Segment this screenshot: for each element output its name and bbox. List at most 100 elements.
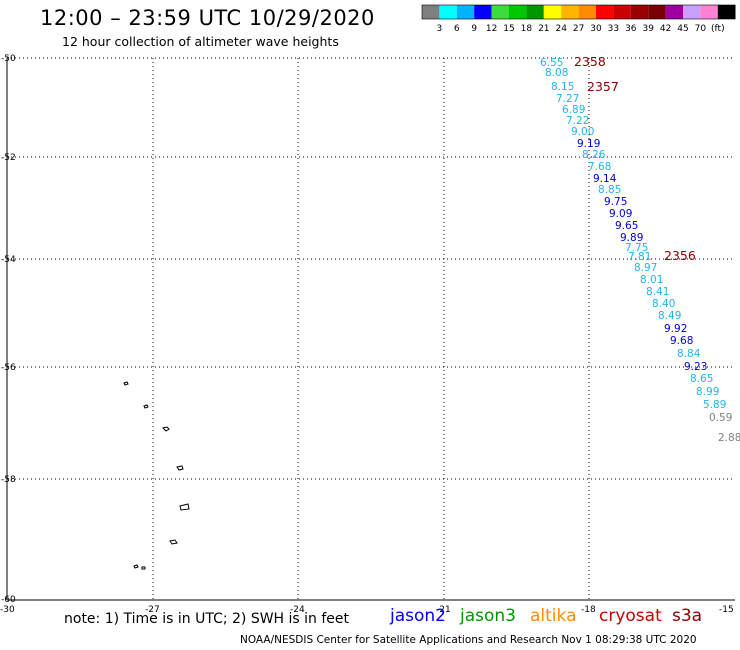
color-scale-label: 36: [625, 24, 637, 34]
color-scale-label: 42: [660, 24, 671, 34]
color-scale-label: 39: [642, 24, 654, 34]
lon-label: -24: [290, 605, 305, 615]
wave-height-label: 9.14: [593, 173, 617, 185]
color-scale-label: 45: [677, 24, 688, 34]
wave-height-label: 9.19: [577, 138, 600, 150]
lon-label: -18: [581, 605, 596, 615]
color-scale-label: 33: [608, 24, 619, 34]
wave-height-label: 7.68: [588, 161, 611, 173]
track-time-label: 2356: [664, 248, 696, 263]
color-scale-swatch: [561, 5, 579, 19]
island-outline: [141, 566, 146, 570]
footer-credit: NOAA/NESDIS Center for Satellite Applica…: [240, 634, 697, 646]
satellite-legend-altika: altika: [530, 606, 577, 626]
color-scale-label: 9: [471, 24, 477, 34]
wave-height-label: 9.23: [684, 361, 707, 373]
longitude-gridlines: [152, 58, 590, 600]
lat-label: -60: [1, 595, 16, 605]
wave-height-color-scale: 3 6 9 12 15 18 21 24 27 30 33 36 39 42 45 70 (ft): [421, 4, 736, 34]
island-outline: [179, 503, 190, 511]
color-scale-swatch: [456, 5, 475, 19]
color-scale-swatch: [422, 5, 440, 19]
wave-height-label: 6.55: [540, 57, 563, 69]
color-scale-swatch: [526, 5, 544, 19]
island-outline: [176, 465, 184, 471]
color-scale-swatch: [439, 5, 457, 19]
island-outline: [133, 564, 139, 569]
color-scale-label: 27: [573, 24, 584, 34]
wave-height-label: 8.99: [696, 386, 719, 398]
wave-height-label: 8.08: [545, 67, 568, 79]
color-scale-label: 3: [437, 24, 443, 34]
wave-height-label: 8.15: [551, 81, 574, 93]
color-scale-label: 21: [538, 24, 549, 34]
wave-height-label: 8.49: [658, 310, 681, 322]
wave-height-label: 5.89: [703, 399, 726, 411]
color-scale-label: (ft): [711, 24, 725, 34]
wave-height-label: 7.27: [556, 93, 579, 105]
lon-label: -27: [145, 605, 160, 615]
satellite-legend-jason2: jason2: [390, 606, 446, 626]
lat-label: -50: [1, 54, 16, 64]
wave-height-label: 8.40: [652, 298, 675, 310]
wave-height-label: 0.59: [709, 412, 732, 424]
latitude-gridlines: [7, 57, 735, 480]
track-time-label: 2357: [587, 79, 619, 94]
color-scale-label: 15: [503, 24, 514, 34]
lat-label: -54: [1, 255, 16, 265]
lon-label: -21: [436, 605, 451, 615]
wave-height-label: 7.22: [566, 115, 589, 127]
color-scale-label: 24: [555, 24, 567, 34]
color-scale-swatch: [596, 5, 614, 19]
chart-title: 12:00 – 23:59 UTC 10/29/2020: [40, 6, 375, 30]
satellite-legend-cryosat: cryosat: [599, 606, 662, 626]
color-scale-label: 30: [590, 24, 602, 34]
color-scale-label: 6: [454, 24, 460, 34]
wave-height-label: 8.84: [677, 348, 701, 360]
lat-label: -52: [1, 153, 16, 163]
color-scale-swatch: [630, 5, 649, 19]
color-scale-label: 18: [521, 24, 533, 34]
color-scale-swatch: [665, 5, 683, 19]
color-scale-label: 70: [695, 24, 707, 34]
wave-height-label: 9.00: [571, 126, 594, 138]
track-time-label: 2358: [574, 54, 606, 69]
wave-height-label: 8.26: [582, 149, 606, 161]
wave-height-label: 8.85: [598, 184, 621, 196]
color-scale-swatch: [491, 5, 509, 19]
wave-height-label: 8.41: [646, 286, 669, 298]
island-outline: [123, 381, 129, 386]
color-scale-swatch: [717, 5, 736, 19]
color-scale-swatch: [648, 5, 666, 19]
color-scale-swatch: [683, 5, 701, 19]
wave-height-label: 7.75: [625, 242, 648, 254]
color-scale-swatch: [578, 5, 596, 19]
wave-height-label: 6.89: [562, 104, 585, 116]
color-scale-swatch: [543, 5, 562, 19]
wave-height-label: 8.01: [640, 274, 663, 286]
wave-height-label: 9.89: [620, 232, 643, 244]
color-scale-swatch: [509, 5, 527, 19]
island-outline: [143, 404, 149, 409]
color-scale-swatch: [700, 5, 718, 19]
wave-height-label: 2.88: [718, 432, 740, 444]
island-outlines: [123, 381, 190, 570]
wave-height-label: 9.68: [670, 335, 693, 347]
lon-label: -30: [0, 605, 15, 615]
wave-height-label: 9.09: [609, 208, 632, 220]
island-outline: [162, 426, 170, 432]
lat-label: -58: [1, 475, 16, 485]
wave-height-label: 9.92: [664, 323, 687, 335]
chart-subtitle: 12 hour collection of altimeter wave hei…: [62, 34, 339, 49]
satellite-legend-s3a: s3a: [672, 606, 703, 626]
footnote: note: 1) Time is in UTC; 2) SWH is in fe…: [64, 611, 350, 627]
satellite-legend-jason3: jason3: [460, 606, 516, 626]
lon-label: -15: [719, 605, 734, 615]
color-scale-swatch: [613, 5, 631, 19]
wave-height-label: 7.81: [628, 251, 651, 263]
color-scale-frame: [421, 4, 736, 20]
color-scale-swatch: [474, 5, 492, 19]
wave-height-label: 8.97: [634, 262, 657, 274]
wave-height-label: 9.65: [615, 220, 638, 232]
